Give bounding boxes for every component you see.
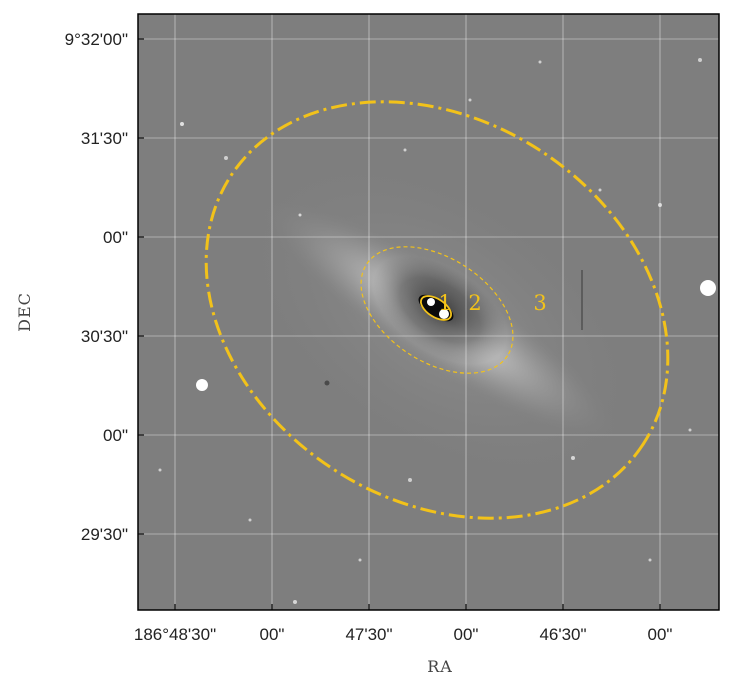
region-label-2: 2	[468, 291, 481, 315]
star	[293, 600, 297, 604]
y-tick-label: 31'30"	[81, 129, 128, 148]
y-tick-labels: 9°32'00" 31'30" 00" 30'30" 00" 29'30"	[65, 30, 128, 544]
star	[358, 558, 362, 562]
x-axis-title: RA	[427, 657, 453, 676]
star	[158, 468, 162, 472]
star	[408, 478, 412, 482]
bright-star	[196, 379, 208, 391]
bright-star	[700, 280, 716, 296]
nucleus-bright-spot-2	[439, 309, 449, 319]
star	[468, 98, 472, 102]
y-tick-label: 30'30"	[81, 327, 128, 346]
region-1-ellipse	[420, 295, 452, 321]
region-3-ellipse	[204, 100, 670, 520]
y-tick-label: 9°32'00"	[65, 30, 128, 49]
star	[298, 213, 302, 217]
region-label-3: 3	[533, 291, 546, 315]
y-tick-label: 00"	[103, 426, 128, 445]
star	[688, 428, 692, 432]
x-tick-label: 47'30"	[345, 625, 392, 644]
x-tick-labels: 186°48'30" 00" 47'30" 00" 46'30" 00"	[134, 625, 673, 644]
star	[248, 518, 252, 522]
star	[598, 188, 602, 192]
star	[571, 456, 575, 460]
sky-image	[138, 14, 719, 610]
x-tick-label: 186°48'30"	[134, 625, 216, 644]
y-tick-label: 00"	[103, 228, 128, 247]
star	[324, 380, 330, 386]
x-tick-label: 00"	[648, 625, 673, 644]
coordinate-grid	[138, 14, 719, 610]
tick-marks	[138, 38, 661, 610]
y-axis-title: DEC	[15, 292, 34, 332]
field-stars	[158, 58, 716, 604]
plot-frame	[137, 13, 720, 611]
nucleus-bright-spot-1	[427, 298, 435, 306]
star	[180, 122, 184, 126]
star	[538, 60, 542, 64]
star	[224, 156, 228, 160]
star	[403, 148, 407, 152]
y-tick-label: 29'30"	[81, 525, 128, 544]
star	[648, 558, 652, 562]
x-tick-label: 46'30"	[539, 625, 586, 644]
x-tick-label: 00"	[260, 625, 285, 644]
star	[698, 58, 702, 62]
region-label-1: 1	[438, 291, 451, 315]
x-tick-label: 00"	[454, 625, 479, 644]
